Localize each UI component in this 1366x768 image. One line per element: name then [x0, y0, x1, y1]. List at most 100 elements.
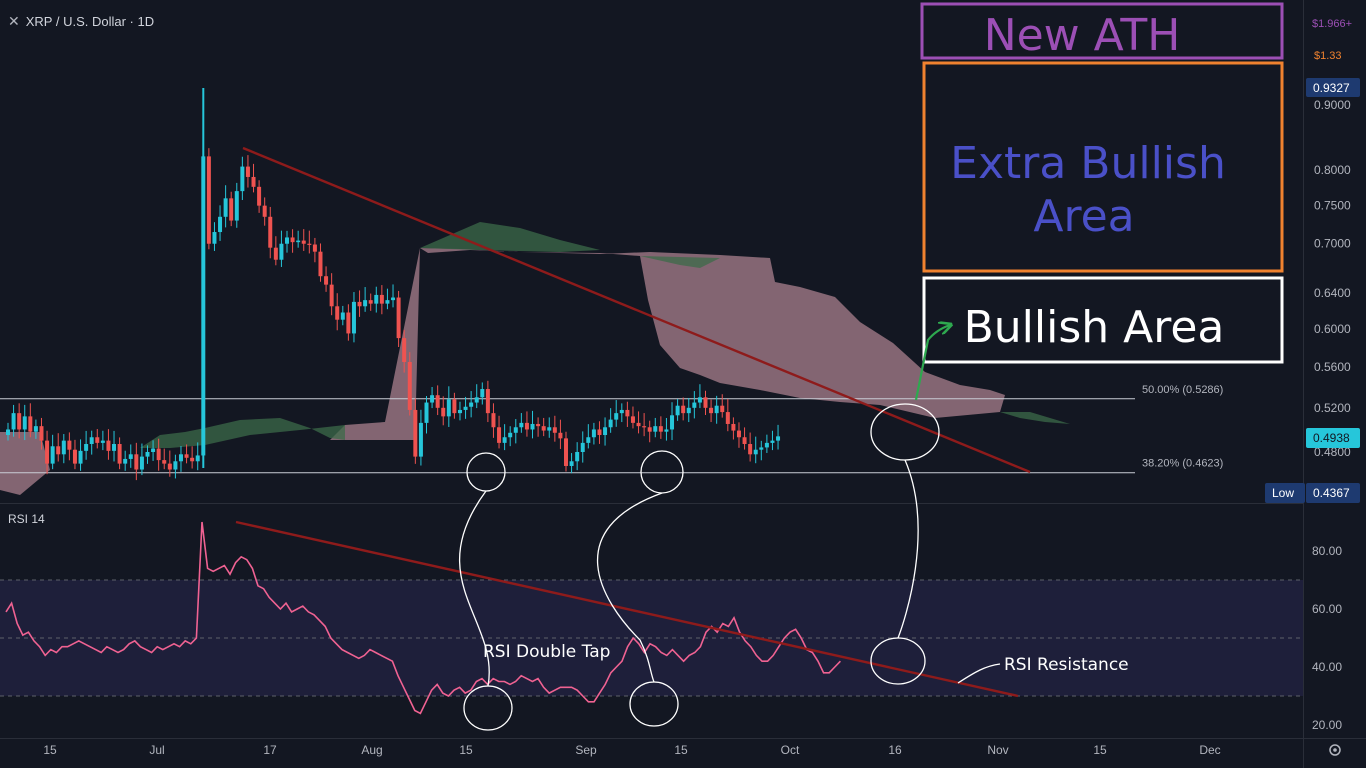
candle-body — [474, 397, 479, 403]
candle — [547, 417, 552, 438]
candle-body — [580, 442, 585, 452]
candle-body — [206, 156, 211, 244]
candle-body — [184, 454, 189, 458]
candle-body — [575, 452, 580, 462]
candle-body — [301, 240, 306, 244]
candle — [22, 404, 27, 441]
candle — [346, 304, 351, 341]
candle — [307, 230, 312, 254]
candle-body — [78, 450, 83, 464]
time-tick-label: 15 — [459, 743, 473, 757]
candle-body — [407, 362, 412, 410]
close-icon[interactable]: ✕ — [8, 12, 20, 29]
candle-body — [22, 416, 27, 430]
candle — [407, 352, 412, 416]
candle-body — [547, 427, 552, 431]
candle-body — [72, 449, 77, 464]
candle-body — [608, 419, 613, 428]
time-tick-label: 15 — [674, 743, 688, 757]
candle-body — [552, 427, 557, 433]
candle — [681, 397, 686, 421]
candle-body — [513, 427, 518, 433]
highlight-circle — [870, 403, 940, 461]
candle — [89, 430, 94, 455]
candle-body — [463, 406, 468, 410]
connector-curve — [597, 492, 663, 683]
settings-gear-icon[interactable] — [1329, 744, 1341, 756]
candle — [324, 266, 329, 292]
candle — [61, 434, 66, 464]
candle-body — [424, 402, 429, 423]
candle-body — [139, 456, 144, 470]
candle-body — [268, 216, 273, 248]
candle — [502, 424, 507, 451]
candle-body — [725, 412, 730, 424]
candle — [636, 411, 641, 434]
candle — [508, 426, 513, 447]
candle-body — [692, 402, 697, 408]
price-tick-label: 0.6400 — [1314, 286, 1351, 300]
candle-body — [753, 449, 758, 455]
candle — [301, 229, 306, 251]
candle-body — [346, 312, 351, 334]
candle-body — [318, 251, 323, 277]
candle-body — [100, 440, 105, 443]
candle-body — [697, 397, 702, 403]
ath-target-badge: $1.966+ — [1312, 18, 1352, 30]
candle-body — [112, 444, 117, 451]
time-tick-label: Nov — [987, 743, 1008, 757]
candle-body — [558, 432, 563, 439]
candle-body — [625, 409, 630, 417]
rsi-tick-label: 80.00 — [1312, 544, 1342, 558]
price-tick-label: 0.6000 — [1314, 322, 1351, 336]
candle — [586, 424, 591, 449]
candle-body — [279, 243, 284, 260]
candle-body — [357, 301, 362, 307]
candle — [184, 444, 189, 464]
candle — [541, 417, 546, 437]
candle-body — [508, 432, 513, 438]
candle — [139, 443, 144, 476]
candle-body — [759, 447, 764, 450]
candle — [580, 431, 585, 463]
candle-body — [167, 463, 172, 470]
candle-body — [156, 448, 161, 461]
time-tick-label: 15 — [1093, 743, 1107, 757]
candle-body — [647, 427, 652, 432]
candle — [413, 398, 418, 464]
candle-body — [714, 405, 719, 414]
candle — [513, 419, 518, 444]
axes-layer: 0.9000 0.8000 0.7500 0.7000 0.6400 0.6000 0.56… — [43, 18, 1360, 757]
price-downtrend-line — [242, 146, 1031, 474]
low-label: Low — [1272, 486, 1294, 500]
candle — [279, 230, 284, 267]
candle-body — [536, 423, 541, 427]
candle — [123, 450, 128, 471]
trendlines — [235, 146, 1031, 698]
candle — [162, 448, 167, 470]
candle-body — [742, 437, 747, 445]
candle-body — [273, 247, 278, 260]
fib-levels: 50.00% (0.5286) 38.20% (0.4623) — [0, 384, 1223, 474]
candle-body — [374, 294, 379, 304]
current-price-badge-bg — [1306, 428, 1360, 448]
candle — [145, 445, 150, 464]
low-label-bg — [1265, 483, 1305, 503]
candle — [697, 384, 702, 409]
candle — [731, 417, 736, 440]
rsi-resistance-pointer — [957, 663, 1001, 684]
panel-separator — [0, 503, 1303, 504]
ath-box-label: New ATH — [984, 10, 1181, 61]
rsi-tick-label: 40.00 — [1312, 660, 1342, 674]
rsi-line — [5, 521, 841, 715]
candle-body — [703, 397, 708, 408]
candle — [206, 148, 211, 250]
candle — [530, 410, 535, 439]
candle-body — [50, 446, 55, 464]
bullish-area-box — [922, 276, 1284, 364]
candle-body — [162, 460, 167, 464]
candle — [251, 163, 256, 193]
candle — [340, 305, 345, 326]
